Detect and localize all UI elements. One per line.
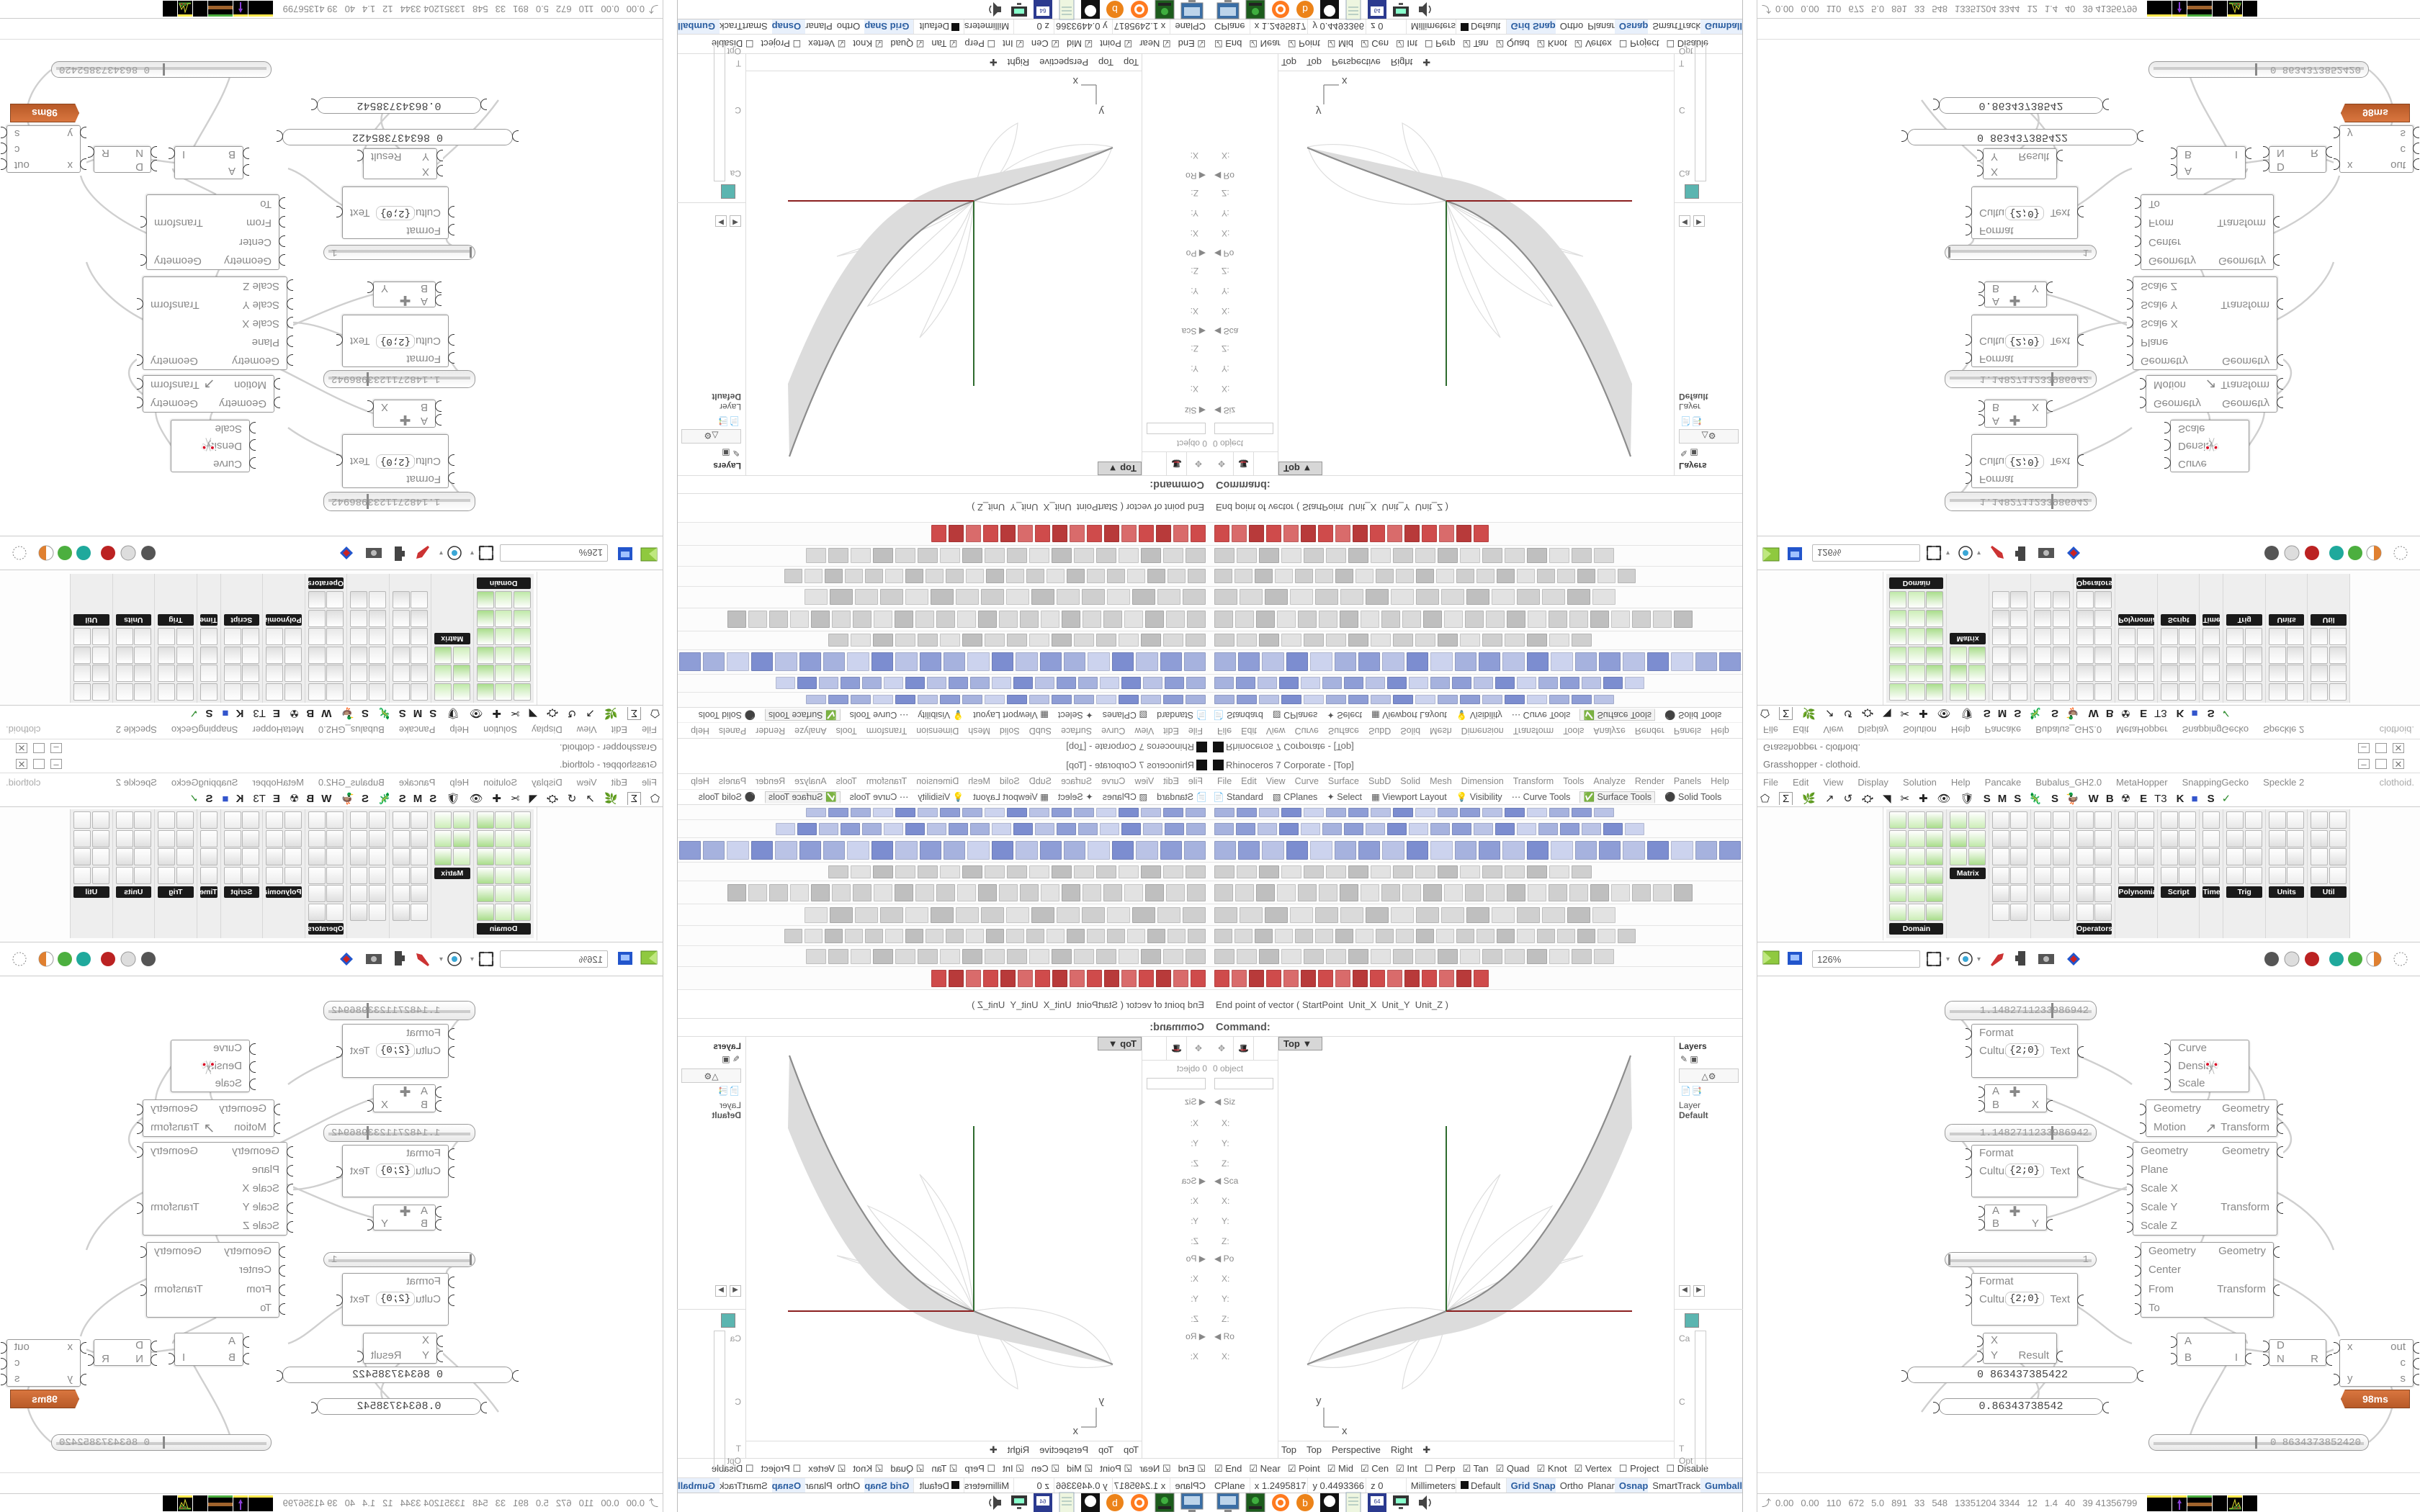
svg-text:y: y (1316, 1395, 1322, 1407)
svg-text:x: x (1342, 75, 1348, 87)
svg-text:x: x (1072, 75, 1078, 87)
svg-text:y: y (1098, 105, 1104, 117)
svg-text:y: y (1316, 105, 1322, 117)
svg-text:64: 64 (1039, 7, 1046, 14)
svg-text:64: 64 (1374, 7, 1381, 14)
svg-text:64: 64 (1374, 1498, 1381, 1505)
svg-text:64: 64 (1039, 1498, 1046, 1505)
svg-text:x: x (1342, 1425, 1348, 1437)
svg-text:x: x (1072, 1425, 1078, 1437)
svg-text:b: b (1112, 1497, 1118, 1508)
svg-text:b: b (1112, 4, 1118, 15)
svg-text:y: y (1098, 1395, 1104, 1407)
svg-text:b: b (1302, 4, 1308, 15)
svg-text:b: b (1302, 1497, 1308, 1508)
